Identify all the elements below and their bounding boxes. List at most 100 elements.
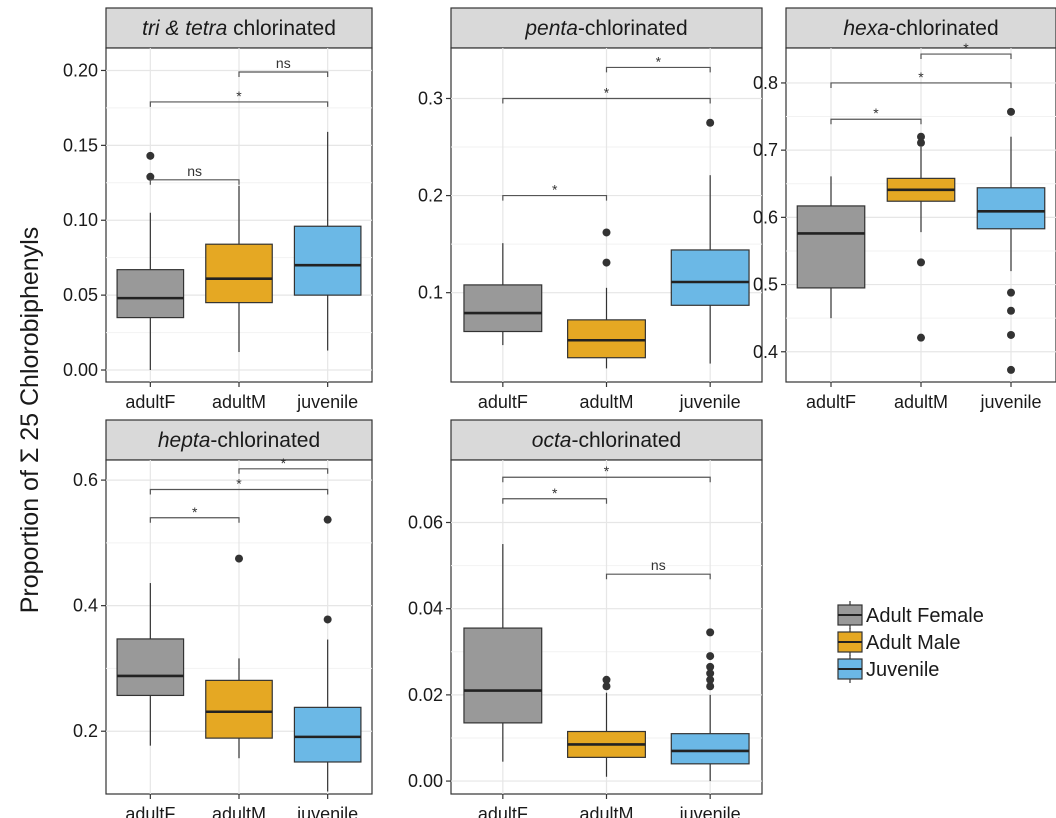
comparison-bracket: ns — [238, 55, 329, 77]
panel-title-rest: -chlorinated — [571, 429, 681, 452]
x-tick-label: juvenile — [296, 804, 358, 818]
panel-title-rest: -chlorinated — [210, 429, 320, 452]
strip-bg — [785, 7, 1056, 49]
x-tick-label: adultM — [579, 392, 633, 412]
box-iqr — [670, 249, 750, 306]
panel-title: hexa-chlorinated — [843, 17, 998, 40]
x-tick-label: adultF — [806, 392, 856, 412]
outlier-point — [146, 151, 155, 160]
y-tick-label: 0.00 — [63, 360, 98, 380]
significance-label: * — [236, 88, 242, 104]
outlier-point — [146, 172, 155, 181]
significance-label: * — [552, 182, 558, 198]
bracket-line — [830, 118, 922, 125]
legend: Adult Female Adult Male Juvenile — [837, 601, 984, 683]
y-tick-label: 0.1 — [418, 283, 443, 303]
legend-item: Juvenile — [837, 655, 939, 683]
box-juvenile — [670, 628, 750, 782]
significance-label: * — [604, 84, 610, 100]
y-tick-label: 0.2 — [418, 186, 443, 206]
significance-label: * — [281, 455, 287, 471]
panel-title-rest: -chlorinated — [889, 17, 999, 40]
x-tick-label: adultF — [125, 804, 175, 818]
outlier-point — [602, 682, 611, 691]
bracket-line — [149, 517, 240, 523]
outlier-point — [706, 628, 715, 637]
comparison-bracket: ns — [149, 163, 240, 185]
panel-title-rest: chlorinated — [227, 17, 336, 40]
panel-title: tri & tetra chlorinated — [142, 17, 336, 40]
y-tick-label: 0.20 — [63, 60, 98, 80]
panels: tri & tetra chlorinated 0.00 0.05 0.10 0.15 0… — [63, 7, 1056, 818]
y-tick-label: 0.06 — [408, 512, 443, 532]
bracket-line — [502, 498, 608, 504]
outlier-point — [706, 662, 715, 671]
comparison-bracket: * — [149, 88, 329, 107]
comparison-bracket: * — [605, 53, 711, 73]
significance-label: ns — [187, 163, 202, 179]
comparison-bracket: * — [149, 476, 329, 495]
y-tick-label: 0.15 — [63, 135, 98, 155]
bracket-line — [238, 468, 329, 474]
box-juvenile — [670, 118, 750, 364]
comparison-bracket: * — [920, 40, 1012, 60]
bracket-line — [830, 82, 1012, 88]
legend-item: Adult Male — [837, 628, 961, 656]
box-adultM — [205, 554, 273, 759]
box-iqr — [205, 679, 273, 739]
bracket-line — [502, 194, 608, 201]
x-tick-label: juvenile — [679, 804, 741, 818]
panel-title: hepta-chlorinated — [158, 429, 320, 452]
significance-label: * — [873, 105, 879, 121]
y-tick-label: 0.6 — [753, 207, 778, 227]
outlier-point — [917, 333, 925, 342]
box-adultF — [116, 583, 185, 746]
outlier-point — [1007, 306, 1015, 315]
panel-title: penta-chlorinated — [524, 17, 687, 40]
box-iqr — [116, 638, 185, 697]
x-tick-label: juvenile — [979, 392, 1041, 412]
box-adultM — [886, 132, 956, 342]
outlier-point — [917, 258, 925, 267]
panel-1: penta-chlorinated 0.1 0.2 0.3 adultF adultM ju… — [418, 7, 763, 412]
outlier-point — [706, 118, 715, 127]
outlier-point — [323, 515, 332, 524]
legend-label: Juvenile — [866, 659, 939, 681]
box-juvenile — [976, 107, 1046, 374]
panel-4: octa-chlorinated 0.00 0.02 0.04 0.06 adultF ad… — [408, 419, 763, 818]
x-tick-label: juvenile — [296, 392, 358, 412]
significance-label: * — [236, 476, 242, 492]
box-adultF — [116, 151, 185, 371]
box-iqr — [567, 319, 646, 359]
comparison-bracket: * — [502, 84, 711, 104]
box-adultM — [205, 185, 273, 353]
box-iqr — [293, 706, 362, 763]
panel-title-italic: octa — [532, 429, 572, 452]
significance-label: * — [552, 485, 558, 501]
strip-bg — [105, 7, 373, 49]
bracket-line — [149, 179, 240, 185]
panel-0: tri & tetra chlorinated 0.00 0.05 0.10 0.15 0… — [63, 7, 373, 412]
panel-title-italic: penta — [524, 17, 578, 40]
outlier-point — [602, 675, 611, 684]
legend-label: Adult Male — [866, 632, 961, 654]
x-tick-label: adultF — [478, 804, 528, 818]
strip-bg — [105, 419, 373, 461]
outlier-point — [323, 615, 332, 624]
box-iqr — [796, 205, 866, 289]
comparison-bracket: * — [502, 485, 608, 504]
bracket-line — [605, 66, 711, 73]
panel-title-italic: tri & tetra — [142, 17, 227, 40]
comparison-bracket: ns — [605, 557, 711, 580]
strip-bg — [450, 419, 763, 461]
outlier-point — [917, 138, 925, 147]
significance-label: * — [918, 69, 924, 85]
bracket-line — [238, 71, 329, 77]
outlier-point — [917, 132, 925, 141]
panel-3: hepta-chlorinated 0.2 0.4 0.6 adultF adultM ju… — [73, 419, 373, 818]
outlier-point — [1007, 365, 1015, 374]
y-tick-label: 0.4 — [73, 596, 98, 616]
legend-label: Adult Female — [866, 605, 984, 627]
bracket-line — [502, 97, 711, 104]
